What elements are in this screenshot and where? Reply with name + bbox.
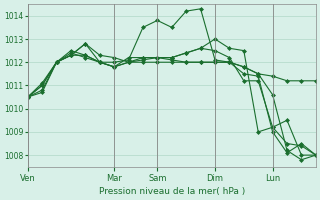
X-axis label: Pression niveau de la mer( hPa ): Pression niveau de la mer( hPa ): [99, 187, 245, 196]
